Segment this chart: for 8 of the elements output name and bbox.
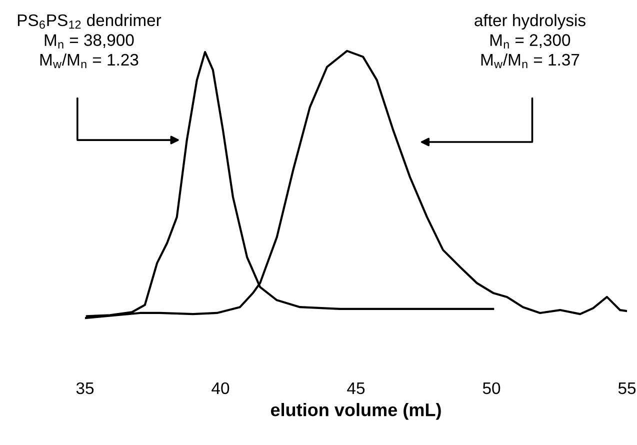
x-tick-label: 50 bbox=[482, 382, 500, 394]
x-tick-label: 45 bbox=[347, 382, 365, 394]
text: after hydrolysis M$_{n}$ = 2,300 M$_{w}$/M$_{n}$ = 1.37 bbox=[474, 14, 586, 68]
x-tick-label: 35 bbox=[76, 382, 94, 394]
x-axis-title: elution volume (mL) bbox=[270, 402, 441, 420]
x-tick-label: 40 bbox=[212, 382, 230, 394]
text: PS$_{6}$PS$_{12}$ dendrimer M$_{n}$ = 38,900 M$_{w}$/M$_{n}$ = 1.23 bbox=[18, 14, 162, 68]
x-tick-label: 55 bbox=[618, 382, 636, 394]
